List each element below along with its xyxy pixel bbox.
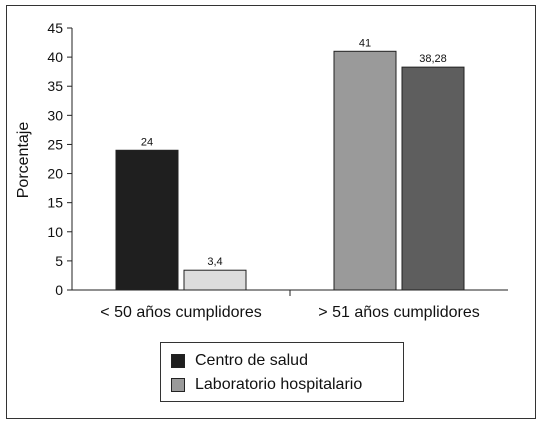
y-tick-label: 20 xyxy=(47,166,63,182)
bar xyxy=(333,50,397,291)
bar xyxy=(401,66,465,291)
bars-group: 24 3,4 41 38,28 xyxy=(115,37,465,291)
y-tick-label: 5 xyxy=(55,253,63,269)
x-category-label: < 50 años cumplidores xyxy=(100,304,261,321)
y-tick-label: 25 xyxy=(47,136,63,152)
y-tick-label: 0 xyxy=(55,282,63,298)
y-tick-label: 35 xyxy=(47,78,63,94)
y-axis-label: Porcentaje xyxy=(15,122,32,199)
bar-value-label: 38,28 xyxy=(419,53,447,65)
legend-swatch-centro xyxy=(171,354,185,368)
legend-item-laboratorio: Laboratorio hospitalario xyxy=(171,374,362,396)
y-tick-label: 45 xyxy=(47,20,63,36)
legend-swatch-laboratorio xyxy=(171,378,185,392)
legend-label-laboratorio: Laboratorio hospitalario xyxy=(195,376,363,393)
y-tick-label: 10 xyxy=(47,224,63,240)
bar xyxy=(183,269,247,291)
x-category-label: > 51 años cumplidores xyxy=(318,304,479,321)
bar-value-label: 24 xyxy=(141,136,153,148)
bar-value-label: 3,4 xyxy=(207,256,222,268)
y-tick-label: 30 xyxy=(47,107,63,123)
axes: 0 5 10 15 20 25 30 35 40 45 < 50 años cumplidores >… xyxy=(47,20,508,321)
legend: Centro de salud Laboratorio hospitalario xyxy=(160,342,404,402)
y-tick-label: 15 xyxy=(47,195,63,211)
y-tick-label: 40 xyxy=(47,49,63,65)
bar xyxy=(115,149,179,291)
chart-frame xyxy=(6,5,536,419)
legend-label-centro: Centro de salud xyxy=(195,352,308,369)
bar-value-label: 41 xyxy=(359,37,371,49)
legend-item-centro: Centro de salud xyxy=(171,350,308,372)
